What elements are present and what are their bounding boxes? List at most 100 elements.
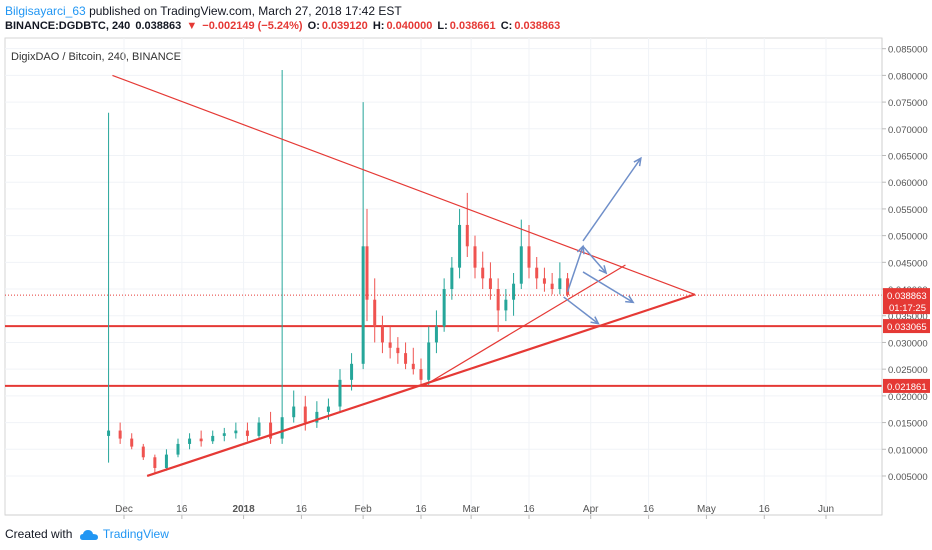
- x-tick-label: Apr: [583, 504, 599, 515]
- plot-frame: [4, 37, 883, 516]
- y-tick-label: 0.030000: [888, 338, 928, 349]
- candle-body: [211, 435, 215, 442]
- candle-body: [269, 422, 273, 439]
- candle-body: [566, 278, 570, 295]
- y-tick-label: 0.020000: [888, 392, 928, 403]
- tradingview-link[interactable]: TradingView: [102, 527, 169, 541]
- x-tick-label: May: [697, 504, 716, 515]
- arrow-head-icon: [625, 295, 635, 304]
- publish-info: Bilgisayarci_63 published on TradingView…: [5, 4, 402, 18]
- candle-body: [442, 289, 446, 327]
- candle-body: [303, 406, 307, 423]
- high-value: 0.040000: [386, 20, 433, 32]
- candle-body: [326, 406, 330, 412]
- y-tick-label: 0.070000: [888, 125, 928, 136]
- candle-body: [535, 267, 539, 279]
- candle-body: [404, 353, 408, 364]
- price-badge-value: 0.021861: [887, 382, 927, 393]
- candle-body: [141, 446, 145, 458]
- x-tick-label: 16: [759, 504, 771, 515]
- published-text: published on TradingView.com, March 27, …: [89, 4, 402, 18]
- ohlc-legend: BINANCE:DGDBTC, 240 0.038863 ▼ −0.002149…: [5, 20, 562, 32]
- candle-body: [388, 342, 392, 348]
- close-value: 0.038863: [514, 20, 561, 32]
- arrow-head-icon: [633, 156, 642, 167]
- candle-body: [427, 342, 431, 380]
- y-tick-label: 0.060000: [888, 178, 928, 189]
- candles: [107, 70, 570, 474]
- candle-body: [450, 267, 454, 290]
- candle-body: [396, 347, 400, 354]
- arrow-head-icon: [590, 316, 600, 325]
- candle-body: [153, 457, 157, 468]
- candle-body: [257, 422, 261, 436]
- candle-body: [473, 246, 477, 268]
- projection-arrow: [582, 157, 642, 242]
- x-axis[interactable]: Dec 16 2018 16 Feb 16 Mar 16 Apr 16 May 16 Jun: [5, 504, 882, 519]
- candle-body: [512, 283, 516, 300]
- candle-body: [118, 430, 122, 439]
- price-badge: [883, 288, 930, 315]
- candle-body: [280, 417, 284, 439]
- open-value: 0.039120: [321, 20, 368, 32]
- y-tick-label: 0.010000: [888, 445, 928, 456]
- candle-body: [245, 430, 249, 436]
- x-tick-label: Dec: [115, 504, 133, 515]
- y-axis[interactable]: 0.085000 0.080000 0.075000 0.070000 0.065000…: [881, 38, 928, 515]
- footer: Created with TradingView: [5, 527, 169, 541]
- chart-title: DigixDAO / Bitcoin, 240, BINANCE: [11, 51, 181, 63]
- candle-body: [164, 454, 168, 468]
- price-badge-value: 0.033065: [887, 322, 927, 333]
- y-tick-label: 0.015000: [888, 419, 928, 430]
- price-change: −0.002149 (−5.24%): [202, 20, 303, 32]
- candle-body: [130, 438, 134, 447]
- candle-body: [315, 411, 319, 423]
- x-tick-label: 16: [415, 504, 427, 515]
- y-tick-label: 0.085000: [888, 45, 928, 56]
- y-tick-label: 0.045000: [888, 258, 928, 269]
- projection-arrow: [582, 271, 634, 304]
- trendline: [424, 264, 626, 386]
- candle-body: [361, 246, 365, 364]
- x-tick-label: Mar: [463, 504, 481, 515]
- candle-body: [488, 278, 492, 290]
- high-label: H:: [372, 20, 385, 32]
- candle-body: [350, 363, 354, 380]
- projection-arrow: [563, 296, 599, 325]
- candle-body: [107, 430, 111, 436]
- projection-arrow: [582, 245, 607, 274]
- x-tick-label: 16: [296, 504, 308, 515]
- candle-body: [550, 283, 554, 290]
- candle-body: [411, 363, 415, 370]
- candle-body: [380, 326, 384, 343]
- author-link[interactable]: Bilgisayarci_63: [5, 4, 86, 18]
- created-with-label: Created with: [5, 527, 73, 541]
- close-label: C:: [500, 20, 513, 32]
- down-arrow-icon: ▼: [186, 20, 198, 32]
- candle-body: [465, 224, 469, 247]
- candle-body: [481, 267, 485, 279]
- y-tick-label: 0.065000: [888, 152, 928, 163]
- x-tick-label: 16: [523, 504, 535, 515]
- y-tick-label: 0.005000: [888, 472, 928, 483]
- x-tick-label: 2018: [232, 504, 255, 515]
- candle-body: [338, 379, 342, 407]
- low-value: 0.038661: [449, 20, 496, 32]
- candle-body: [504, 299, 508, 311]
- candle-body: [527, 246, 531, 268]
- last-price: 0.038863: [135, 20, 182, 32]
- candle-body: [222, 433, 226, 436]
- y-tick-label: 0.075000: [888, 98, 928, 109]
- candle-body: [373, 299, 377, 327]
- candle-body: [176, 443, 180, 455]
- trendlines: [112, 74, 696, 478]
- countdown-timer: 01:17:25: [889, 303, 926, 314]
- y-tick-label: 0.080000: [888, 71, 928, 82]
- candle-body: [234, 430, 238, 434]
- projection-arrows: [563, 156, 642, 325]
- grid: [5, 38, 882, 515]
- candle-body: [188, 438, 192, 444]
- arrow-head-icon: [598, 265, 608, 275]
